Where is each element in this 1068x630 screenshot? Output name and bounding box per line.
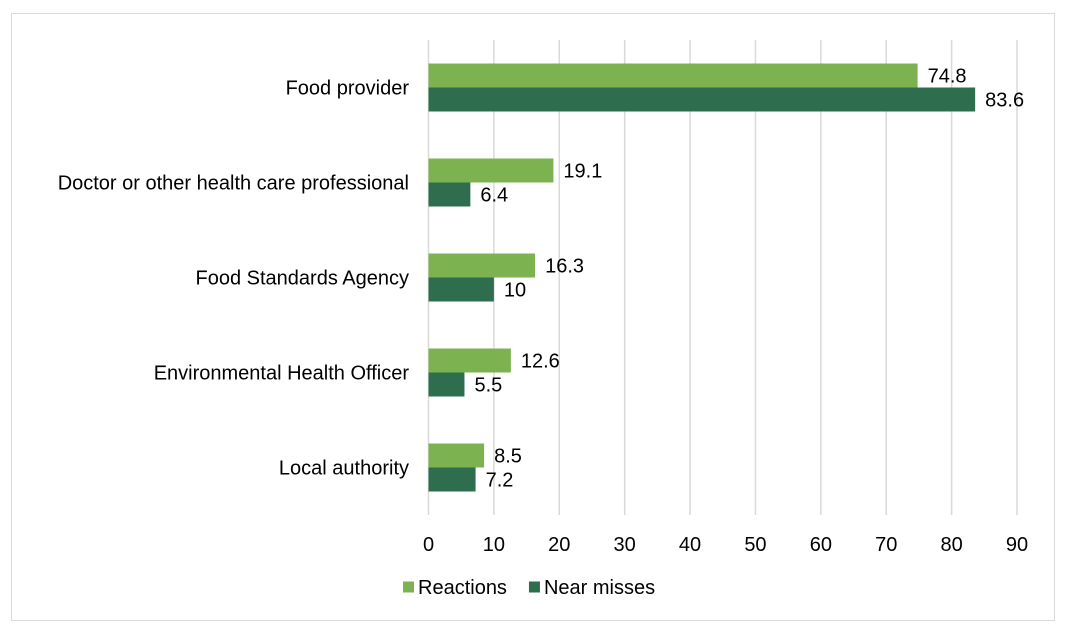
legend-label: Reactions xyxy=(418,577,507,599)
bar-near-misses xyxy=(428,182,471,207)
data-label: 83.6 xyxy=(985,90,1024,112)
data-label: 8.5 xyxy=(494,446,522,468)
data-label: 5.5 xyxy=(474,375,502,397)
data-labels: 74.8 83.6 19.1 6.4 16.3 10 12.6 5.5 8.57.2 xyxy=(474,66,1024,492)
category-label: Environmental Health Officer xyxy=(154,363,410,385)
x-tick-label: 30 xyxy=(614,534,636,556)
bar-reactions xyxy=(428,63,918,88)
bar-near-misses xyxy=(428,467,476,492)
bar-near-misses xyxy=(428,372,465,397)
x-tick-label: 10 xyxy=(483,534,505,556)
category-label: Food Standards Agency xyxy=(196,268,409,290)
legend: Reactions Near misses xyxy=(403,577,655,599)
data-label: 12.6 xyxy=(521,351,560,373)
bar-reactions xyxy=(428,158,554,183)
category-label: Local authority xyxy=(279,458,409,480)
x-tick-label: 0 xyxy=(423,534,434,556)
chart-frame xyxy=(11,13,1055,621)
bar-near-misses xyxy=(428,277,494,302)
data-label: 7.2 xyxy=(486,470,514,492)
x-axis-tick-labels: 0 10 20 30 40 50 60 70 80 90 xyxy=(423,534,1028,556)
category-labels: Food provider Doctor or other health care… xyxy=(58,78,410,480)
bars xyxy=(428,63,976,492)
data-label: 6.4 xyxy=(480,185,508,207)
legend-swatch xyxy=(403,581,414,593)
x-tick-label: 60 xyxy=(810,534,832,556)
x-tick-label: 20 xyxy=(548,534,570,556)
bar-reactions xyxy=(428,348,511,373)
x-tick-label: 80 xyxy=(940,534,962,556)
category-label: Doctor or other health care professional xyxy=(58,173,409,195)
data-label: 10 xyxy=(504,280,526,302)
bar-near-misses xyxy=(428,87,976,112)
gridlines xyxy=(427,40,1018,515)
bar-reactions xyxy=(428,253,536,278)
x-tick-label: 70 xyxy=(875,534,897,556)
legend-label: Near misses xyxy=(544,577,655,599)
data-label: 74.8 xyxy=(928,66,967,88)
data-label: 19.1 xyxy=(563,161,602,183)
legend-swatch xyxy=(528,581,540,593)
category-label: Food provider xyxy=(286,78,410,100)
bar-reactions xyxy=(428,443,485,468)
data-label: 16.3 xyxy=(545,256,584,278)
x-tick-label: 90 xyxy=(1006,534,1028,556)
x-tick-label: 40 xyxy=(679,534,701,556)
x-tick-label: 50 xyxy=(744,534,766,556)
